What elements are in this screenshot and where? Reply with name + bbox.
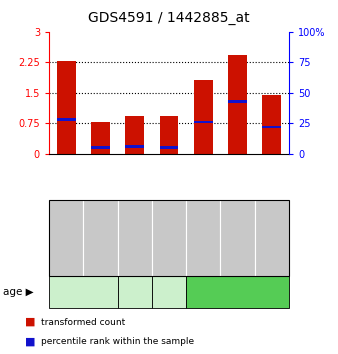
Bar (160, 147, 178, 149)
Bar (91, 122, 110, 154)
Text: GDS4591 / 1442885_at: GDS4591 / 1442885_at (88, 11, 250, 25)
Text: E16: E16 (159, 287, 179, 297)
Text: GSM936401: GSM936401 (233, 214, 242, 262)
Text: E15: E15 (124, 287, 145, 297)
Text: ■: ■ (25, 317, 36, 327)
Bar (228, 56, 247, 154)
Text: percentile rank within the sample: percentile rank within the sample (41, 337, 194, 346)
Text: GSM936406: GSM936406 (267, 214, 276, 262)
Bar (125, 145, 144, 148)
Bar (194, 121, 213, 123)
Text: transformed count: transformed count (41, 318, 125, 327)
Bar (194, 80, 213, 154)
Text: GSM936405: GSM936405 (130, 214, 139, 262)
Bar (125, 116, 144, 154)
Bar (57, 61, 76, 154)
Bar (91, 147, 110, 149)
Bar (228, 100, 247, 103)
Bar (57, 118, 76, 121)
Text: GSM936400: GSM936400 (199, 214, 208, 262)
Bar (160, 116, 178, 154)
Text: E14: E14 (73, 287, 94, 297)
Text: GSM936404: GSM936404 (96, 214, 105, 262)
Text: ■: ■ (25, 337, 36, 347)
Bar (262, 95, 281, 154)
Bar (262, 126, 281, 128)
Text: age ▶: age ▶ (3, 287, 34, 297)
Text: GSM936402: GSM936402 (165, 214, 173, 262)
Text: GSM936403: GSM936403 (62, 214, 71, 262)
Text: E17.5: E17.5 (222, 287, 254, 297)
